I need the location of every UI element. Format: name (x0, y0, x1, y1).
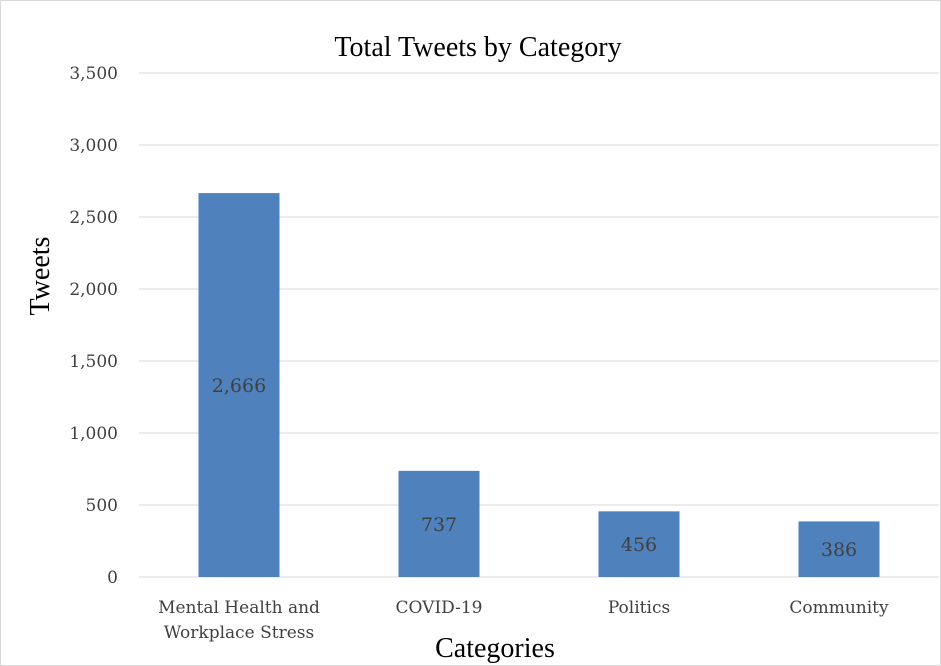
x-axis-category-labels: Mental Health and Workplace Stress COVID-1… (158, 598, 889, 643)
y-tick-label: 1,500 (69, 352, 118, 372)
y-tick-label: 2,500 (69, 208, 118, 228)
y-tick-label: 3,500 (69, 64, 118, 84)
data-label: 456 (621, 534, 657, 556)
category-label: Community (789, 598, 889, 618)
category-label: Workplace Stress (164, 623, 315, 643)
bar (798, 521, 880, 577)
y-tick-label: 1,000 (69, 424, 118, 444)
bar (598, 511, 680, 577)
data-label: 737 (421, 514, 457, 536)
y-axis-title: Tweets (25, 237, 56, 316)
x-axis-title: Categories (435, 633, 555, 664)
y-tick-label: 0 (107, 568, 118, 588)
category-label: Mental Health and (158, 598, 320, 618)
data-label: 2,666 (212, 375, 266, 397)
category-label: COVID-19 (396, 598, 483, 618)
bar (398, 470, 480, 577)
data-label: 386 (821, 539, 857, 561)
data-labels: 2,666 737 456 386 (212, 375, 857, 561)
bars (198, 193, 880, 577)
chart-title: Total Tweets by Category (334, 32, 621, 63)
bar (198, 193, 280, 577)
category-label: Politics (608, 598, 670, 618)
y-tick-label: 500 (86, 496, 118, 516)
y-tick-label: 2,000 (69, 280, 118, 300)
y-tick-label: 3,000 (69, 136, 118, 156)
y-axis-tick-labels: 0 500 1,000 1,500 2,000 2,500 3,000 3,500 (69, 64, 118, 588)
